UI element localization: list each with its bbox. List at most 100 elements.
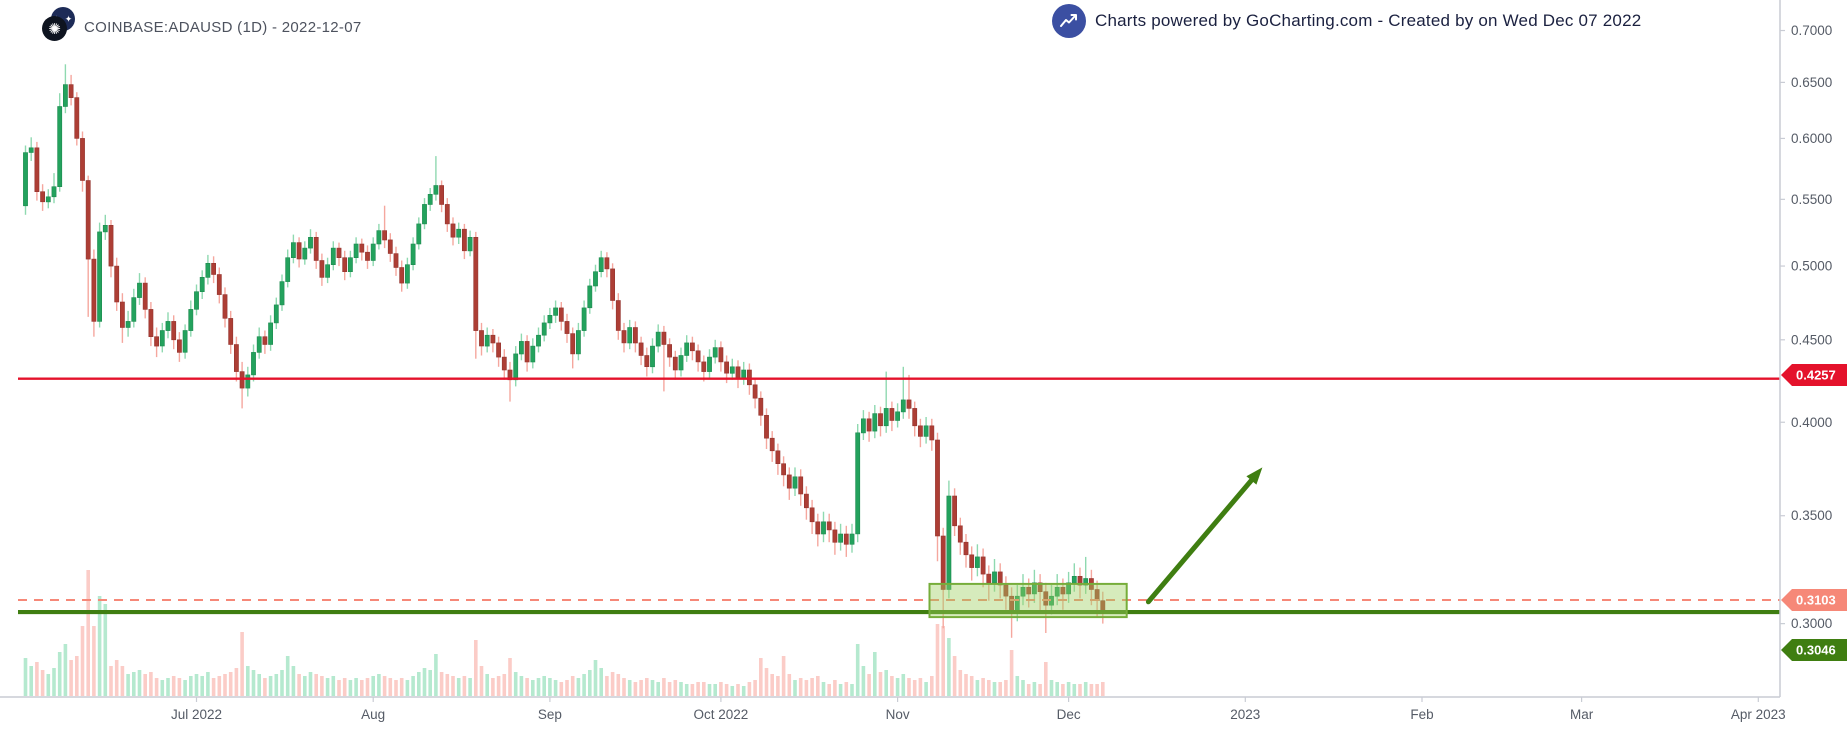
volume-bar [1072, 684, 1077, 696]
candle-body [490, 334, 496, 344]
candle-body [416, 223, 422, 245]
candle-body [1020, 586, 1026, 597]
volume-bar [114, 660, 119, 696]
volume-bar [485, 674, 489, 696]
candle-body [952, 495, 957, 527]
volume-bar [109, 666, 113, 696]
candle-body [672, 356, 678, 371]
volume-bar [696, 682, 700, 696]
candle-body [387, 239, 393, 254]
volume-bar [137, 670, 142, 696]
volume-bar [1021, 680, 1025, 696]
volume-bar [223, 674, 227, 696]
candle-body [872, 413, 878, 432]
volume-bar [867, 674, 871, 696]
price-tag-last-shape [1781, 639, 1847, 661]
candle-body [91, 258, 97, 322]
candle-body [684, 342, 690, 356]
candle-body [256, 336, 262, 353]
volume-bar [274, 674, 279, 696]
candle-body [570, 333, 576, 355]
candle-body [57, 106, 63, 187]
volume-bar [1044, 662, 1048, 696]
candle-body [792, 476, 798, 489]
volume-bar [411, 676, 415, 696]
candle-body [501, 356, 507, 371]
volume-bar [268, 676, 273, 696]
candle-body [752, 384, 758, 399]
volume-bar [513, 672, 518, 696]
volume-bar [833, 680, 837, 696]
volume-bar [462, 676, 467, 696]
volume-bar [930, 676, 934, 696]
candle-body [729, 366, 735, 374]
candle-body [34, 147, 40, 193]
volume-bar [542, 676, 546, 696]
volume-bar [588, 670, 592, 696]
volume-bar [684, 684, 689, 696]
candle-body [610, 268, 615, 301]
volume-bar [331, 676, 336, 696]
volume-bar [417, 672, 421, 696]
volume-bar [35, 662, 39, 696]
volume-bar [314, 674, 318, 696]
volume-bar [776, 676, 780, 696]
price-tag-alert-shape [1781, 589, 1847, 611]
volume-bar [935, 624, 940, 696]
volume-bar [941, 626, 945, 696]
volume-bar [217, 676, 222, 696]
candle-body [347, 257, 353, 273]
y-axis-label: 0.4500 [1791, 332, 1832, 347]
candle-body [62, 84, 68, 107]
volume-bar [97, 596, 102, 696]
volume-bar [707, 684, 712, 696]
volume-bar [194, 674, 199, 696]
volume-bar [895, 678, 900, 696]
volume-bar [947, 638, 951, 696]
candle-body [769, 437, 775, 452]
candle-body [974, 556, 980, 568]
volume-bar [456, 678, 461, 696]
volume-bar [445, 674, 450, 696]
candle-body [51, 186, 57, 198]
candle-body [120, 301, 125, 328]
accumulation-box[interactable] [928, 582, 1128, 619]
axes: 0.7000 0.6500 0.6000 0.5500 0.5000 0.4500 0.40… [0, 0, 1832, 722]
candle-body [28, 147, 34, 153]
volume-bar [787, 674, 792, 696]
volume-bar [189, 676, 193, 696]
candle-body [262, 336, 268, 345]
candle-body [900, 399, 906, 413]
volume-bar [798, 678, 803, 696]
volume-bar [844, 682, 849, 696]
candle-body [530, 345, 536, 363]
candle-body [843, 533, 849, 545]
volume-bar [143, 674, 147, 696]
volume-bar [724, 684, 729, 696]
volume-bar [890, 676, 894, 696]
volume-bar [793, 680, 797, 696]
candle-body [1054, 586, 1060, 597]
candle-body [781, 463, 786, 476]
x-axis-label: 2023 [1230, 707, 1260, 722]
volume-bar [382, 676, 387, 696]
candle-body [940, 535, 946, 590]
candle-body [1003, 584, 1009, 597]
candle-body [895, 411, 900, 421]
candle-body [786, 474, 792, 489]
candle-body [473, 237, 479, 331]
candle-body [689, 342, 695, 352]
projection-arrow[interactable] [1145, 471, 1260, 605]
brand-attribution: Charts powered by GoCharting.com - Creat… [1052, 4, 1641, 38]
volume-bar [912, 680, 917, 696]
volume-bar [399, 678, 404, 696]
candle-body [707, 356, 712, 372]
candle-body [712, 347, 718, 358]
volume-bar [46, 674, 51, 696]
volume-bar [377, 674, 381, 696]
volume-bar [40, 670, 45, 696]
candle-body [496, 342, 501, 358]
candle-body [308, 237, 313, 249]
candle-body [205, 262, 211, 278]
